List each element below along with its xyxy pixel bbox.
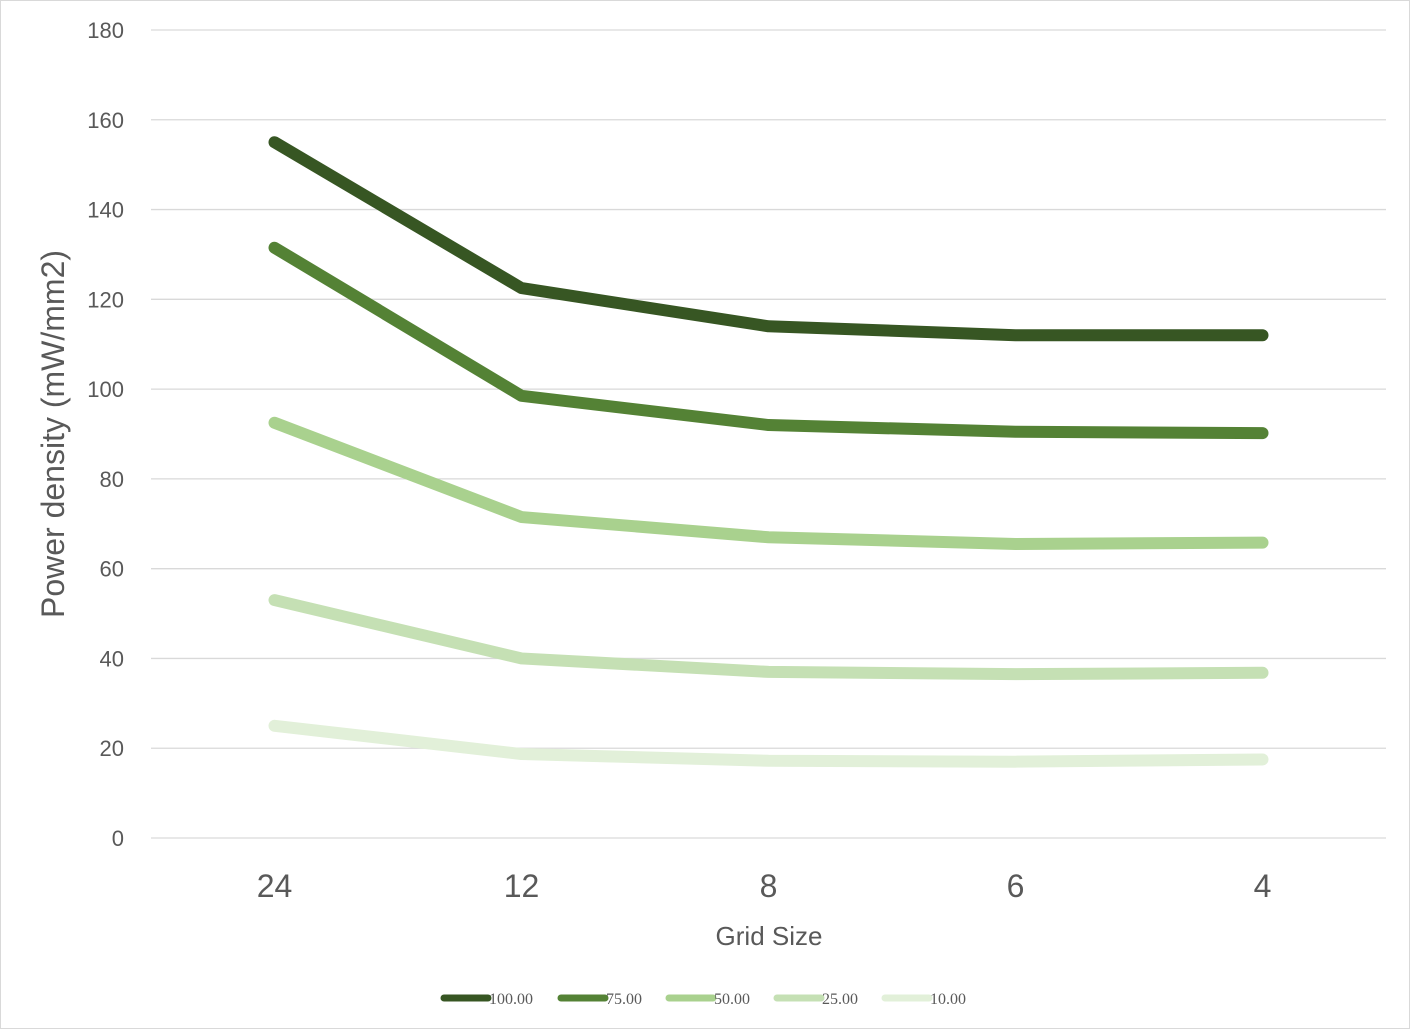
legend-label: 100.00 (489, 991, 533, 1008)
x-tick-label: 4 (1254, 868, 1272, 904)
y-tick-label: 100 (87, 377, 124, 402)
y-tick-label: 180 (87, 18, 124, 43)
x-tick-label: 8 (760, 868, 778, 904)
x-tick-label: 24 (257, 868, 293, 904)
legend-label: 25.00 (822, 991, 858, 1008)
series-line-75.00 (268, 241, 1269, 440)
x-tick-label: 6 (1007, 868, 1025, 904)
series-line-50.00 (268, 416, 1269, 550)
x-axis-ticks: 24 12 8 6 4 (257, 868, 1272, 904)
y-tick-label: 40 (100, 646, 124, 671)
y-axis-ticks: 0 20 40 60 80 100 120 140 160 180 (87, 18, 124, 851)
y-tick-label: 140 (87, 198, 124, 223)
x-tick-label: 12 (504, 868, 540, 904)
legend-label: 50.00 (714, 991, 750, 1008)
series-lines (268, 136, 1269, 768)
y-axis-label: Power density (mW/mm2) (35, 250, 71, 618)
legend-label: 10.00 (930, 991, 966, 1008)
series-line-100.00 (268, 136, 1269, 342)
y-tick-label: 60 (100, 557, 124, 582)
x-axis-label: Grid Size (716, 921, 823, 951)
y-tick-label: 20 (100, 736, 124, 761)
y-tick-label: 80 (100, 467, 124, 492)
series-line-10.00 (268, 719, 1269, 768)
y-tick-label: 0 (112, 826, 124, 851)
legend: 100.00 75.00 50.00 25.00 10.00 (440, 991, 966, 1008)
legend-label: 75.00 (606, 991, 642, 1008)
y-tick-label: 120 (87, 287, 124, 312)
series-line-25.00 (268, 594, 1269, 681)
y-tick-label: 160 (87, 108, 124, 133)
